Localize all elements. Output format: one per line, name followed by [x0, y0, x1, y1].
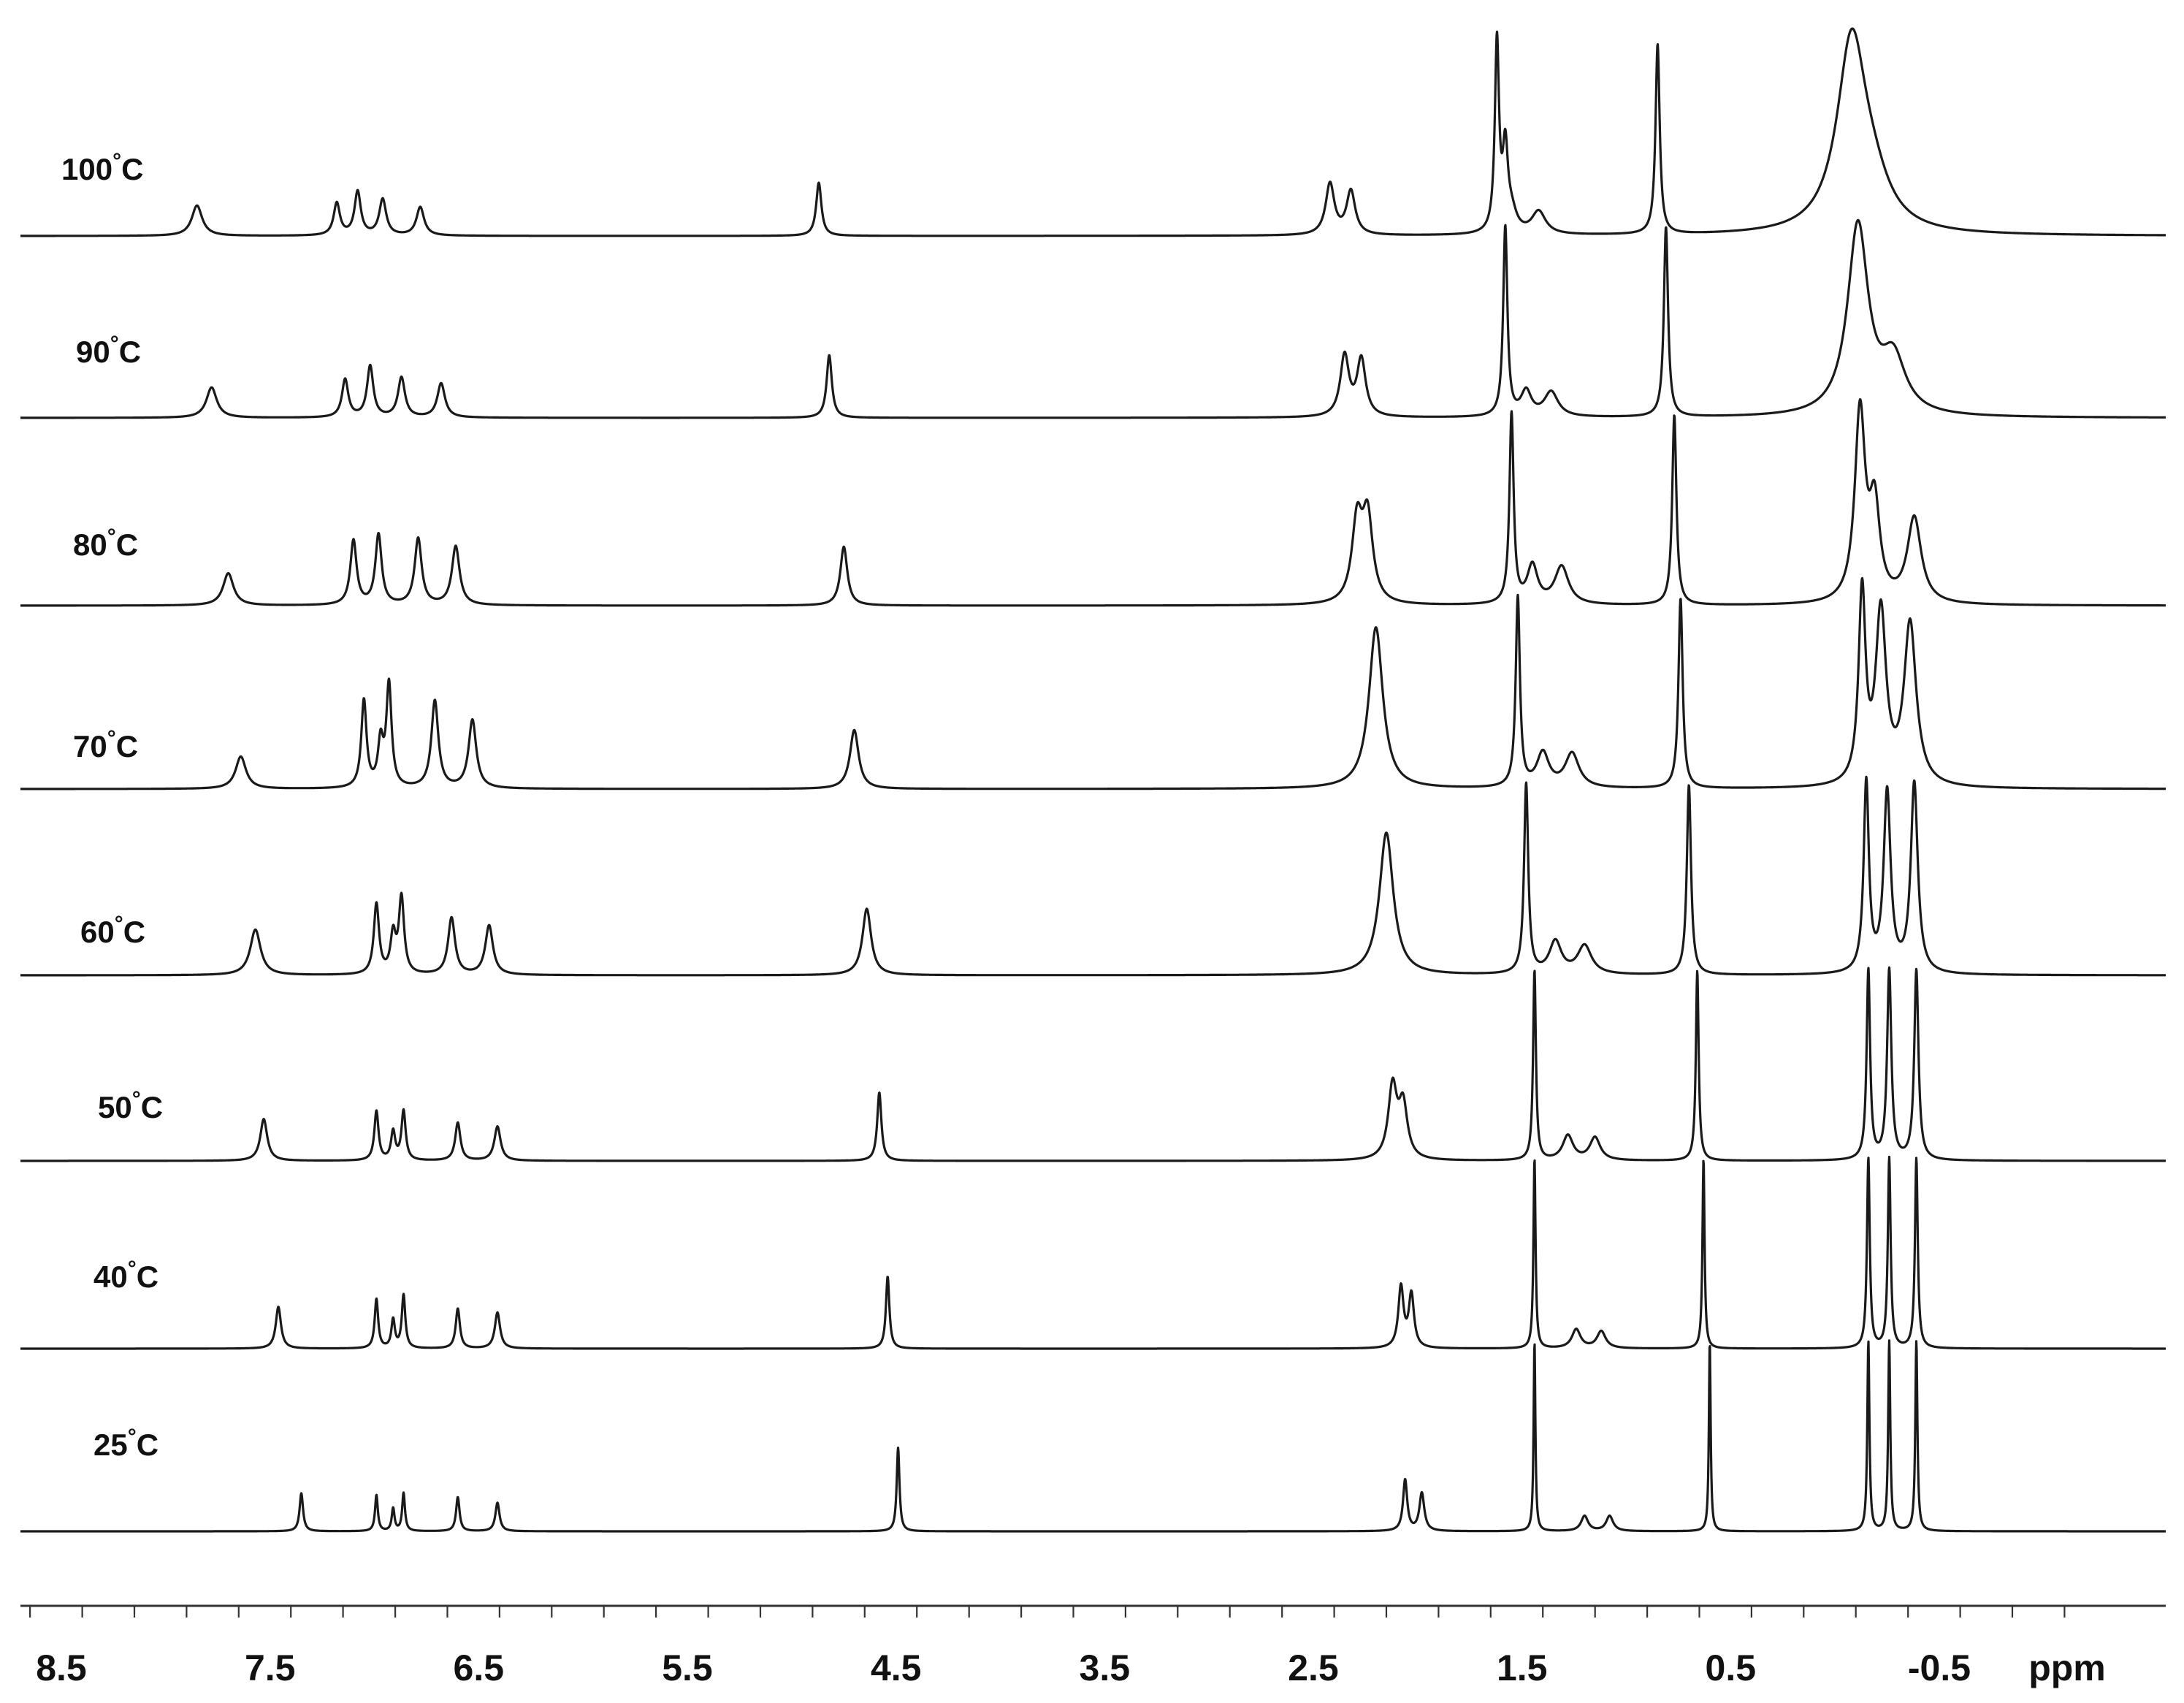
x-axis-unit-label: ppm [2028, 1647, 2106, 1688]
temperature-labels: 100°C 90°C 80°C 70°C 60°C 50°C 40°C 25°C [61, 149, 163, 1462]
x-tick-label: -0.5 [1908, 1647, 1971, 1688]
x-axis-ticks [28, 1606, 2066, 1618]
x-tick-label: 1.5 [1497, 1647, 1548, 1688]
temperature-label-80c: 80°C [73, 525, 138, 562]
temperature-label-90c: 90°C [76, 332, 141, 369]
x-tick-label: 7.5 [245, 1647, 296, 1688]
spectrum-trace-90c [19, 218, 2167, 419]
spectrum-trace-50c [19, 966, 2167, 1162]
x-axis-tick-labels: 8.5 7.5 6.5 5.5 4.5 3.5 2.5 1.5 0.5 -0.5 [36, 1647, 1971, 1688]
x-tick-label: 8.5 [36, 1647, 87, 1688]
temperature-label-60c: 60°C [80, 912, 145, 949]
temperature-label-25c: 25°C [93, 1425, 159, 1462]
x-axis: 8.5 7.5 6.5 5.5 4.5 3.5 2.5 1.5 0.5 -0.5 ppm [20, 1604, 2166, 1688]
spectrum-trace-60c [19, 775, 2167, 977]
x-tick-label: 5.5 [662, 1647, 713, 1688]
spectrum-trace-40c [19, 1155, 2167, 1350]
x-tick-label: 6.5 [454, 1647, 505, 1688]
spectrum-trace-80c [19, 398, 2167, 607]
x-tick-label: 2.5 [1288, 1647, 1339, 1688]
spectrum-trace-25c [19, 1339, 2167, 1533]
spectrum-trace-100c [19, 27, 2167, 237]
temperature-label-50c: 50°C [98, 1087, 163, 1124]
x-tick-label: 3.5 [1080, 1647, 1131, 1688]
temperature-label-40c: 40°C [93, 1257, 159, 1294]
spectra-traces [19, 27, 2167, 1533]
temperature-label-100c: 100°C [61, 149, 143, 186]
temperature-label-70c: 70°C [73, 726, 138, 763]
spectrum-trace-70c [19, 576, 2167, 790]
x-tick-label: 0.5 [1706, 1647, 1757, 1688]
x-tick-label: 4.5 [871, 1647, 922, 1688]
